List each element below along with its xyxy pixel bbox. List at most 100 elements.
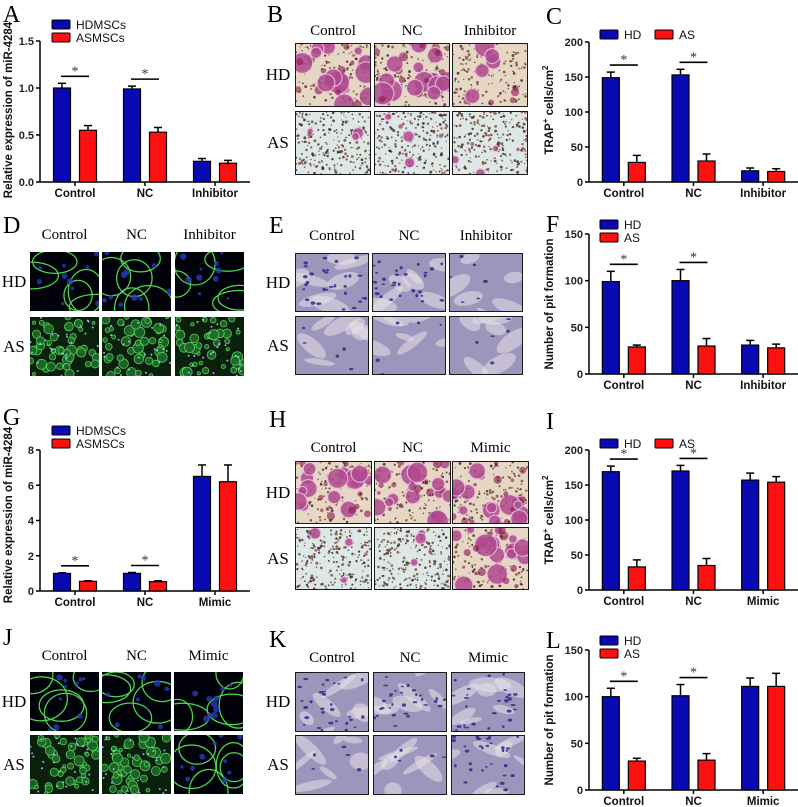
column-label: NC [399,650,421,666]
panel-e: E Control NC Inhibitor HD AS [262,200,532,400]
micrograph-hd-inhibitor [174,251,245,312]
y-tick-label: 0 [577,785,583,797]
x-tick-label: Control [603,596,644,608]
row-label: AS [267,335,289,355]
bar-chart-a: 0.0 0.5 1.0 1.5 Relative expression of miR-4… [3,18,250,200]
bar [122,572,142,592]
micrograph-as-control [295,316,369,375]
micrograph-as-nc [101,734,172,795]
panel-g: G 0 2 4 6 8 Relative expression of miR-4284 Co… [0,400,262,610]
y-tick-label: 100 [565,692,583,704]
bar [741,170,760,183]
bar [601,280,620,375]
x-tick-label: Inhibitor [740,188,787,200]
column-label: Control [41,648,88,664]
legend-label: ASMSCs [76,31,125,45]
micrograph-hd-nc [373,672,447,732]
panel-letter: L [546,628,561,654]
column-label: Control [309,650,355,666]
micrograph-hd-inhibitor [452,43,528,107]
bar [52,572,72,592]
legend-label: HD [624,218,642,232]
bar [741,479,760,591]
panel-h: H Control NC Mimic HD AS [262,400,532,610]
y-tick-label: 1.5 [19,36,34,48]
column-label: Control [310,23,356,39]
bar [601,77,620,183]
column-label: NC [126,648,147,664]
micrograph-as-control [295,735,369,795]
significance-star: * [620,252,627,267]
panel-i: I 0 50 100 150 200 TRAP+ cells/cm2 Control * NC *… [532,400,798,610]
bar [601,471,620,591]
panel-f: F 0 50 100 150 Number of pit formation Contro… [532,200,798,400]
x-tick-label: Mimic [199,597,232,609]
column-label: Mimic [468,650,508,666]
y-tick-label: 50 [571,550,583,562]
row-label: AS [267,755,289,774]
column-label: NC [398,228,420,244]
legend-label: HD [624,28,642,42]
column-label: Control [41,227,88,243]
x-tick-label: Control [603,188,644,200]
significance-star: * [142,67,149,82]
row-label: HD [1,691,27,711]
legend-label: AS [679,28,695,42]
y-tick-label: 150 [565,72,583,84]
y-tick-label: 8 [28,445,34,457]
y-axis-label: Number of pit formation [544,655,556,786]
panel-letter: K [269,627,287,653]
bar-chart-g: 0 2 4 6 8 Relative expression of miR-4284 Cont… [3,424,250,609]
bar-chart-l: 0 50 100 150 Number of pit formation Control *… [544,634,798,807]
row-label: HD [265,692,291,711]
panel-letter: D [3,213,21,239]
bar [671,695,690,791]
micrograph-as-nc [101,316,172,377]
micrograph-hd-nc [101,251,172,312]
bar [697,564,716,591]
y-tick-label: 4 [28,516,35,528]
bar [767,170,786,183]
bar [671,470,690,591]
micrograph-as-control [295,111,371,175]
bar [601,696,620,791]
column-label: Mimic [470,440,511,456]
significance-star: * [690,50,697,65]
bar [697,160,716,183]
x-tick-label: Inhibitor [740,380,787,392]
significance-star: * [690,446,697,461]
significance-star: * [142,553,149,568]
panel-letter: J [3,625,13,651]
row-label: AS [3,336,25,356]
bar [671,280,690,375]
y-axis-label: Number of pit formation [544,239,556,370]
micrograph-as-control [295,527,372,590]
panel-letter: E [269,213,284,239]
y-tick-label: 150 [565,229,583,241]
row-label: HD [265,482,291,502]
legend-label: HD [624,437,642,451]
panel-letter: F [546,212,560,238]
panel-l: L 0 50 100 150 Number of pit formation Contro… [532,610,798,807]
panel-letter: I [546,409,554,435]
y-tick-label: 50 [571,738,583,750]
legend: HD AS [599,28,695,42]
micrograph-hd-mimic [173,671,244,732]
legend-label: AS [624,231,640,245]
micrograph-as-control [29,316,100,377]
significance-star: * [620,53,627,68]
bar-chart-f: 0 50 100 150 Number of pit formation Control *… [544,218,798,392]
row-label: AS [267,133,289,152]
x-tick-label: Control [55,597,96,609]
y-tick-label: 50 [571,322,583,334]
micrograph-as-inhibitor [449,316,523,375]
significance-star: * [620,447,627,462]
legend-label: HDMSCs [76,18,126,32]
panel-letter: H [269,407,287,433]
row-label: HD [265,272,291,292]
y-axis-label: TRAP+ cells/cm2 [541,65,556,155]
bar [627,760,646,791]
x-tick-label: NC [685,380,702,392]
